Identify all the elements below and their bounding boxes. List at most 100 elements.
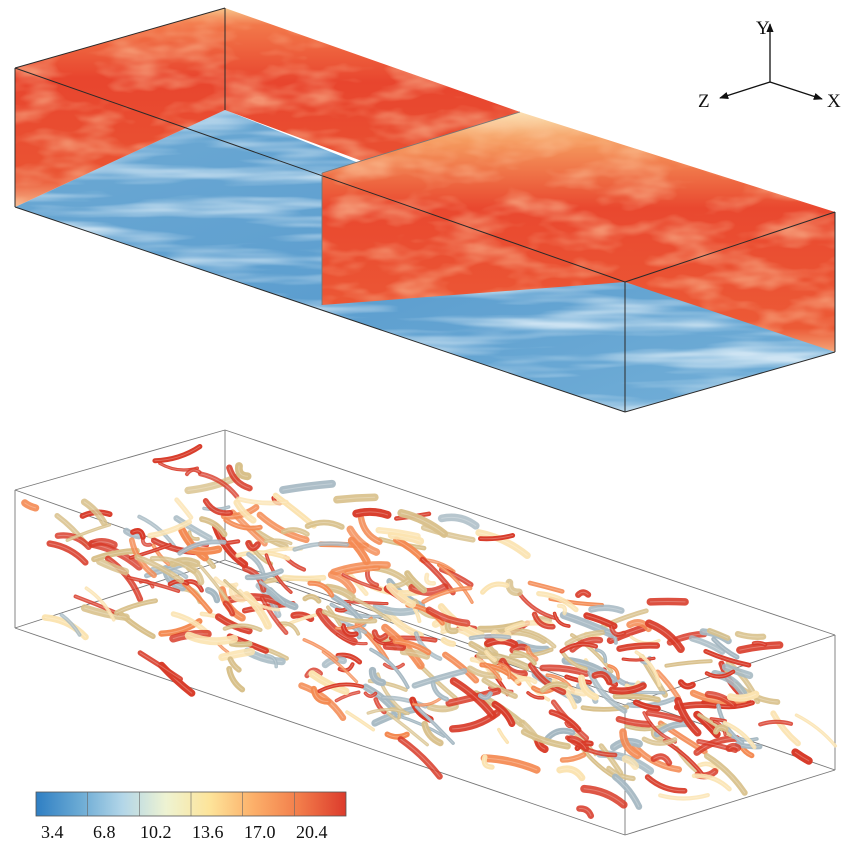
vortex-tube <box>425 606 471 627</box>
vortex-tube-highlight <box>200 566 228 601</box>
vortex-tube <box>222 623 263 633</box>
colorbar-tick-6: 20.4 <box>296 822 328 842</box>
vortex-tube-highlight <box>447 622 456 632</box>
vortex-tube <box>238 588 281 612</box>
vortex-tube-highlight <box>693 775 730 790</box>
vortex-tube-highlight <box>737 633 764 638</box>
vortex-tube <box>674 696 702 737</box>
vortex-tube-highlight <box>622 657 655 661</box>
vortex-tube <box>397 736 443 780</box>
vortex-tube-highlight <box>339 663 353 671</box>
vortex-tube <box>607 664 620 680</box>
vortex-tube-highlight <box>282 483 333 491</box>
vortex-tube-highlight <box>566 631 604 645</box>
vortex-tube <box>304 519 345 530</box>
vortex-tube <box>725 742 742 752</box>
vortex-tube <box>624 723 668 732</box>
vortex-tube <box>197 471 240 499</box>
vortex-tube <box>21 499 40 512</box>
vortex-tube-highlight <box>152 545 170 565</box>
vortex-tube-highlight <box>608 665 619 679</box>
vortex-tube <box>655 669 681 701</box>
vortex-tube-highlight <box>483 756 493 768</box>
vortex-tube-highlight <box>371 670 383 684</box>
vortex-tube-highlight <box>61 614 81 636</box>
vortex-tube <box>437 564 474 604</box>
vortex-tube <box>539 664 590 677</box>
vortex-tube-highlight <box>551 711 580 731</box>
vortex-tube <box>677 679 696 690</box>
vortex-tube-highlight <box>600 745 622 774</box>
vortex-tube-highlight <box>349 528 377 553</box>
vortex-tube-highlight <box>508 582 520 593</box>
vortex-tube <box>46 540 89 566</box>
vortex-tube-highlight <box>367 709 409 714</box>
vortex-tube-highlight <box>199 473 238 497</box>
vortex-tube <box>619 728 642 760</box>
vortex-tube <box>536 591 579 613</box>
vortex-tube <box>544 727 576 742</box>
vortex-tube <box>226 464 253 492</box>
vortex-tube-highlight <box>136 556 182 582</box>
vortex-tube <box>711 636 740 660</box>
vortex-tube <box>688 635 726 655</box>
vortex-tube-highlight <box>189 531 199 540</box>
vortex-tube-highlight <box>484 757 538 771</box>
vortex-tube <box>392 638 432 656</box>
vortex-tube <box>323 583 356 602</box>
vortex-tube-highlight <box>221 651 252 658</box>
vortex-tube-highlight <box>425 574 435 584</box>
vortex-tube <box>426 702 459 713</box>
vortex-tube <box>264 653 278 669</box>
vortex-tube-highlight <box>696 737 737 753</box>
vortex-tube <box>721 663 754 680</box>
vortex-tube-highlight <box>561 643 597 652</box>
vortex-tube <box>352 507 392 519</box>
vortex-tube-highlight <box>580 677 597 698</box>
vortex-tube <box>222 600 236 617</box>
vortex-tube-highlight <box>139 652 181 680</box>
vortex-tube-highlight <box>715 726 727 733</box>
vortex-tube-highlight <box>356 623 388 660</box>
vortex-tube-highlight <box>619 644 658 650</box>
vortex-tube <box>330 561 391 576</box>
vortex-tube <box>73 594 120 616</box>
vortex-tube <box>187 530 200 541</box>
vortex-tube <box>483 662 503 682</box>
vortex-tube <box>373 637 395 646</box>
vortex-tube <box>414 704 455 745</box>
vortex-tube-highlight <box>44 617 86 638</box>
vortex-tube-highlight <box>529 582 563 592</box>
vortex-tube-highlight <box>625 758 636 767</box>
vortex-tube <box>363 691 378 698</box>
vortex-tube-highlight <box>279 622 299 635</box>
vortex-tube <box>444 620 459 635</box>
vortex-tube <box>128 543 172 560</box>
vortex-tube <box>137 650 183 682</box>
vortex-tube-highlight <box>423 587 471 603</box>
vortex-tube-highlight <box>351 540 368 562</box>
vortex-tube <box>430 680 449 702</box>
vortex-tube <box>344 565 381 576</box>
vortex-tube-highlight <box>84 607 127 618</box>
vortex-tube-highlight <box>523 731 569 747</box>
vortex-tube-highlight <box>337 654 361 663</box>
vortex-tube <box>223 517 263 531</box>
vortex-tube-highlight <box>512 646 526 651</box>
vortex-tube-highlight <box>657 671 679 699</box>
vortex-tube-highlight <box>622 731 639 756</box>
vortex-tube-highlight <box>224 625 261 631</box>
vortex-tube <box>722 720 757 750</box>
vortex-tube <box>65 523 112 542</box>
vortex-tube-highlight <box>647 776 686 792</box>
vortex-tube <box>527 580 565 594</box>
vortex-tube <box>218 647 255 662</box>
vortex-tube <box>421 585 473 604</box>
vortex-tube-highlight <box>183 583 211 612</box>
vortex-tube-highlight <box>207 589 218 601</box>
vortex-tube-highlight <box>590 607 622 612</box>
vortex-tube-highlight <box>428 609 468 624</box>
vortex-tube <box>691 773 732 792</box>
vortex-tube-highlight <box>85 587 115 621</box>
vortex-tube <box>149 555 197 574</box>
